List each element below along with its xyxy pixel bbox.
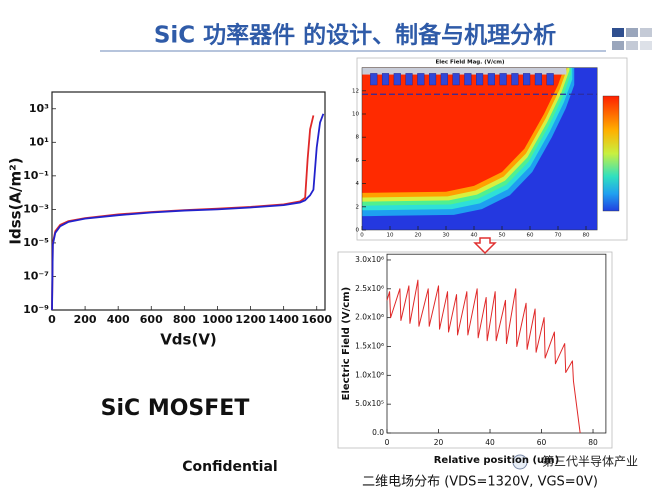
watermark-icon [512,454,528,470]
trench [393,73,401,86]
deco-square [640,28,652,37]
watermark: 第三代半导体产业 [542,455,638,469]
y-tick-label: 10³ [29,102,49,115]
deco-square [626,28,638,37]
trench [370,73,378,86]
y-tick-label: 2.0x10⁶ [355,313,384,322]
trench [417,73,425,86]
y-tick-label: 10 [352,112,359,118]
trench [511,73,519,86]
field-region [362,67,565,193]
x-tick-label: 1000 [202,313,233,326]
x-tick-label: 40 [471,233,478,239]
trench [381,73,390,86]
y-tick-label: 0.0 [372,428,384,437]
x-tick-label: 20 [415,233,422,239]
y-tick-label: 10⁻³ [23,202,49,215]
x-axis-label: Relative position (um) [434,455,559,466]
trench [440,73,448,86]
y-tick-label: 6 [356,158,360,164]
x-tick-label: 30 [443,233,450,239]
trench [464,73,472,86]
oxide-band [362,67,567,75]
deco-square [626,41,638,50]
y-axis-label: Idss(A/m²) [7,157,25,244]
trench [487,73,495,86]
x-tick-label: 20 [434,438,444,447]
y-tick-label: 10⁻⁷ [23,269,49,282]
x-tick-label: 70 [555,233,562,239]
x-tick-label: 1200 [235,313,266,326]
x-axis-label: Vds(V) [160,331,217,349]
data-line [51,113,325,311]
x-tick-label: 600 [140,313,163,326]
x-tick-label: 0 [360,233,364,239]
image-frame [337,251,613,449]
x-tick-label: 10 [387,233,394,239]
trench [499,73,507,86]
trench [534,73,542,86]
y-tick-label: 5.0x10⁵ [355,399,384,408]
x-tick-label: 60 [537,438,547,447]
y-tick-label: 12 [352,88,359,94]
plot-frame [51,91,326,311]
x-tick-label: 40 [485,438,495,447]
plot-frame [386,253,607,434]
trench [546,73,554,86]
x-tick-label: 1400 [268,313,299,326]
device-label: SiC MOSFET [101,396,250,421]
x-tick-label: 200 [74,313,97,326]
data-line [386,279,581,434]
plot-frame [361,67,598,231]
x-tick-label: 80 [588,438,598,447]
y-tick-label: 10⁻⁵ [23,236,49,249]
deco-square [612,41,624,50]
deco-square [640,41,652,50]
y-tick-label: 3.0x10⁶ [355,255,384,264]
y-tick-label: 8 [356,135,360,141]
y-tick-label: 10¹ [29,135,49,148]
data-line [51,115,315,311]
y-tick-label: 4 [356,181,360,187]
footer: Confidential [182,459,277,475]
trench [523,73,531,86]
field-map [362,67,598,230]
deco-square [612,28,624,37]
x-tick-label: 0 [48,313,56,326]
x-tick-label: 800 [173,313,196,326]
down-arrow [473,237,497,255]
x-tick-label: 1600 [301,313,332,326]
y-axis-label: Electric Field (V/cm) [341,287,352,401]
trench [476,73,484,86]
slide-title: SiC 功率器件 的设计、制备与机理分析 [154,22,556,49]
color-bar [602,95,620,212]
x-tick-label: 400 [107,313,130,326]
y-tick-label: 0 [356,228,360,234]
x-tick-label: 50 [499,233,506,239]
x-tick-label: 0 [385,438,390,447]
y-tick-label: 2.5x10⁶ [355,284,384,293]
x-tick-label: 60 [527,233,534,239]
trench [452,73,460,86]
y-tick-label: 10⁻⁹ [23,303,49,316]
y-tick-label: 2 [356,204,360,210]
y-tick-label: 1.0x10⁶ [355,370,384,379]
x-tick-label: 80 [583,233,590,239]
map-title: Elec Field Mag. (V/cm) [435,60,505,66]
caption: 二维电场分布 (VDS=1320V, VGS=0V) [362,475,598,490]
trench [405,73,413,86]
y-tick-label: 10⁻¹ [23,169,49,182]
y-tick-label: 1.5x10⁶ [355,341,384,350]
trench [429,73,437,86]
